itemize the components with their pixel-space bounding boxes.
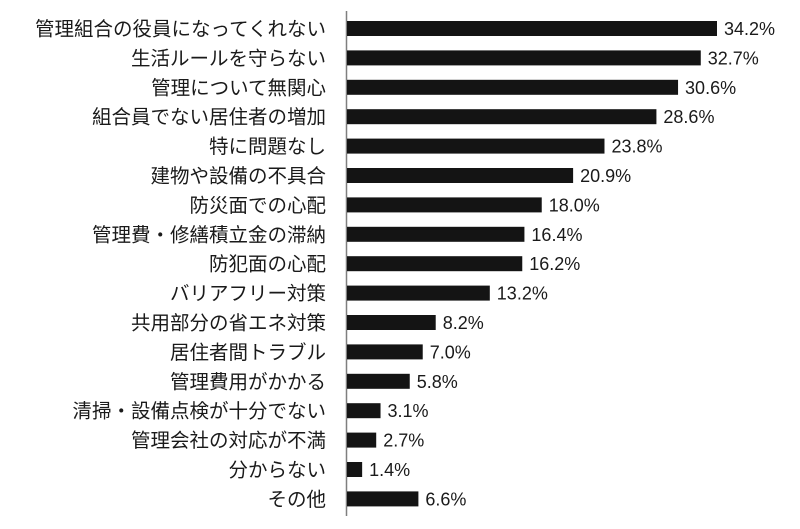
value-label: 34.2% — [724, 19, 775, 39]
value-label: 3.1% — [388, 401, 429, 421]
category-label: 組合員でない居住者の増加 — [92, 106, 326, 129]
bar — [347, 50, 701, 66]
category-label: 居住者間トラブル — [170, 341, 326, 364]
value-label: 2.7% — [383, 431, 424, 451]
category-label: 管理会社の対応が不満 — [131, 429, 326, 452]
category-label: 管理について無関心 — [151, 76, 326, 99]
category-label: 管理費・修繕積立金の滞納 — [92, 223, 326, 246]
bar — [347, 315, 436, 330]
category-label: 生活ルールを守らない — [131, 47, 326, 70]
category-label: 防災面での心配 — [189, 194, 326, 217]
category-label: バリアフリー対策 — [170, 282, 326, 305]
value-label: 16.4% — [531, 225, 582, 245]
value-label: 32.7% — [708, 48, 759, 68]
value-label: 7.0% — [430, 342, 471, 362]
bar-row: 特に問題なし 23.8% — [209, 135, 663, 158]
value-label: 28.6% — [663, 107, 714, 127]
bar — [347, 432, 377, 448]
value-label: 6.6% — [425, 489, 466, 509]
bar-row: 管理組合の役員になってくれない 34.2% — [35, 18, 775, 41]
bar — [347, 138, 605, 154]
bar-row: 建物や設備の不具合 20.9% — [150, 165, 631, 188]
bar-row: 管理費・修繕積立金の滞納 16.4% — [92, 223, 582, 246]
bar-row: 管理費用がかかる 5.8% — [170, 370, 458, 393]
bar-row: 管理について無関心 30.6% — [151, 76, 736, 99]
category-label: 清掃・設備点検が十分でない — [72, 400, 326, 423]
bar — [347, 285, 490, 301]
value-label: 18.0% — [549, 195, 600, 215]
bar — [347, 21, 717, 36]
category-label: 分からない — [228, 459, 326, 482]
bar — [347, 79, 679, 95]
category-label: 管理費用がかかる — [170, 370, 326, 393]
category-label: 共用部分の省エネ対策 — [131, 312, 326, 335]
bar-row: 防犯面の心配 16.2% — [209, 253, 580, 276]
bar — [347, 197, 542, 213]
bar-row: 防災面での心配 18.0% — [189, 194, 599, 217]
bar — [347, 168, 574, 183]
bar-row: 分からない 1.4% — [228, 459, 410, 482]
value-label: 13.2% — [497, 284, 548, 304]
category-label: 管理組合の役員になってくれない — [35, 18, 326, 41]
bar-row: 清掃・設備点検が十分でない 3.1% — [72, 400, 428, 423]
bar — [347, 256, 523, 272]
category-label: その他 — [267, 488, 326, 511]
bar-row: その他 6.6% — [267, 488, 466, 511]
value-label: 16.2% — [529, 254, 580, 274]
bar — [347, 344, 423, 360]
bar — [347, 462, 363, 477]
bar — [347, 226, 525, 242]
value-label: 1.4% — [369, 460, 410, 480]
category-label: 特に問題なし — [209, 135, 326, 158]
bar-row: 居住者間トラブル 7.0% — [170, 341, 471, 364]
bar — [347, 373, 410, 389]
bar-row: 管理会社の対応が不満 2.7% — [131, 429, 424, 452]
value-label: 8.2% — [443, 313, 484, 333]
bar — [347, 403, 381, 419]
bar — [347, 491, 419, 507]
category-label: 建物や設備の不具合 — [150, 165, 326, 188]
value-label: 5.8% — [417, 372, 458, 392]
bar-rows: 管理組合の役員になってくれない 34.2% 生活ルールを守らない 32.7% 管理につい… — [35, 18, 775, 511]
bar-row: バリアフリー対策 13.2% — [170, 282, 548, 305]
value-label: 30.6% — [685, 78, 736, 98]
bar-row: 組合員でない居住者の増加 28.6% — [92, 106, 714, 129]
category-label: 防犯面の心配 — [209, 253, 326, 276]
bar — [347, 109, 657, 125]
value-label: 23.8% — [611, 137, 662, 157]
value-label: 20.9% — [580, 166, 631, 186]
bar-row: 生活ルールを守らない 32.7% — [131, 47, 759, 70]
bar-row: 共用部分の省エネ対策 8.2% — [131, 312, 484, 335]
